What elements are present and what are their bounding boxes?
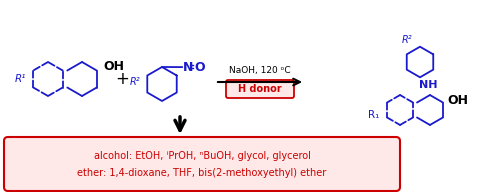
Text: R²: R² <box>130 77 140 87</box>
Text: N: N <box>183 61 194 74</box>
Text: alcohol: EtOH, ⁱPrOH, ⁿBuOH, glycol, glycerol: alcohol: EtOH, ⁱPrOH, ⁿBuOH, glycol, gly… <box>94 151 310 161</box>
Text: ether: 1,4-dioxane, THF, bis(2-methoxyethyl) ether: ether: 1,4-dioxane, THF, bis(2-methoxyet… <box>78 168 326 178</box>
Text: R²: R² <box>402 35 412 45</box>
FancyBboxPatch shape <box>4 137 400 191</box>
Text: +: + <box>115 70 129 88</box>
FancyBboxPatch shape <box>226 80 294 98</box>
Text: OH: OH <box>447 94 468 107</box>
Text: OH: OH <box>103 60 124 74</box>
Text: NaOH, 120 ᵒC: NaOH, 120 ᵒC <box>229 65 291 74</box>
Text: NH: NH <box>419 80 437 90</box>
Text: O: O <box>194 61 204 74</box>
Text: R¹: R¹ <box>14 74 26 84</box>
Text: H donor: H donor <box>238 84 282 94</box>
Text: R₁: R₁ <box>368 110 379 120</box>
